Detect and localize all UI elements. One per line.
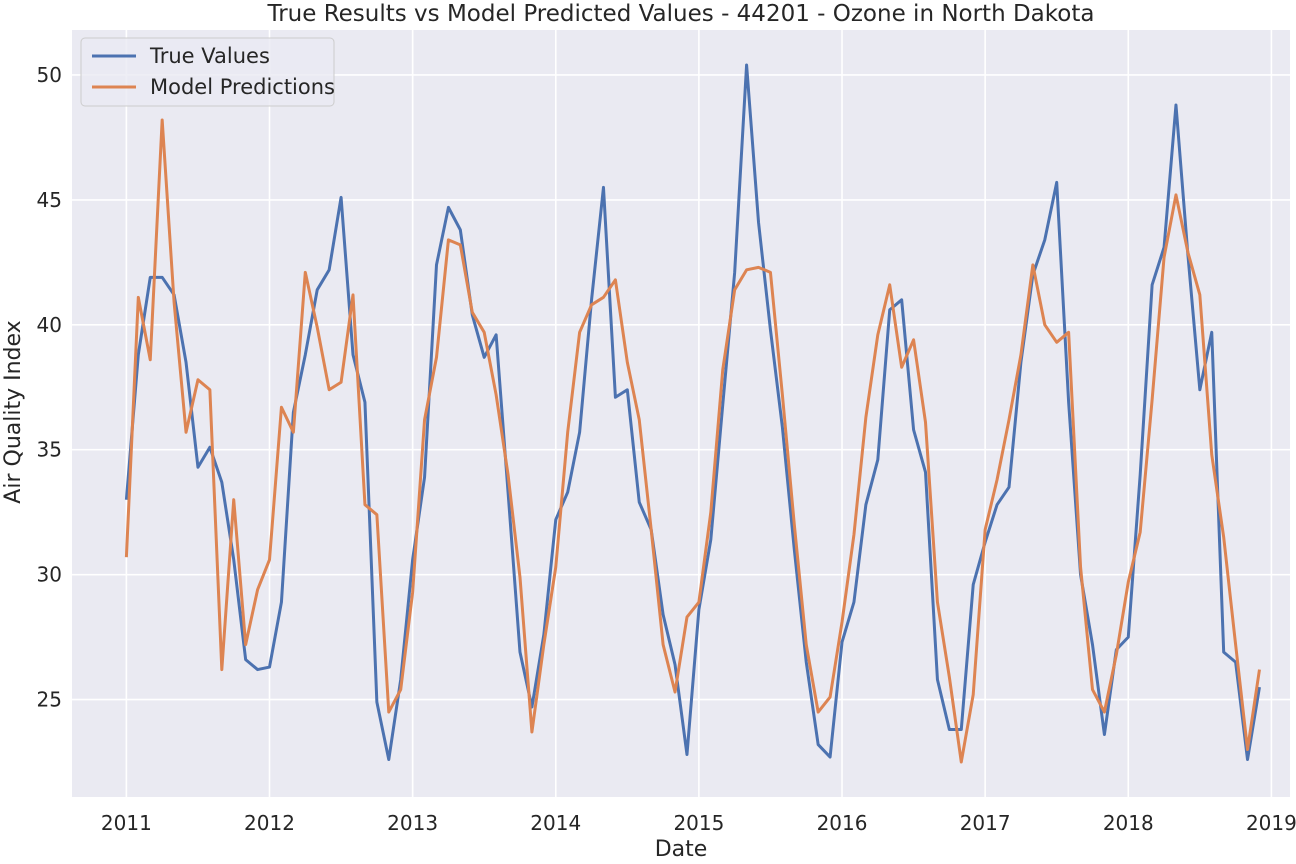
x-tick-label: 2012 (244, 811, 295, 835)
series-line-model-predictions (124, 118, 1261, 764)
x-tick-label: 2017 (960, 811, 1011, 835)
legend: True Values Model Predictions (80, 37, 335, 107)
y-tick-label: 30 (37, 563, 62, 587)
y-tick-label: 35 (37, 438, 62, 462)
x-tick-label: 2011 (101, 811, 152, 835)
y-tick-label: 25 (37, 688, 62, 712)
chart-title: True Results vs Model Predicted Values -… (267, 1, 1095, 27)
plot-area (72, 30, 1290, 797)
legend-label-true-values: True Values (149, 44, 270, 68)
y-tick-label: 45 (37, 188, 62, 212)
series-line-true-values (124, 63, 1261, 762)
x-tick-label: 2016 (817, 811, 868, 835)
legend-label-model-predictions: Model Predictions (150, 75, 335, 99)
y-tick-label: 50 (37, 63, 62, 87)
y-axis-label: Air Quality Index (1, 320, 26, 503)
y-tick-label: 40 (37, 313, 62, 337)
legend-box (80, 37, 335, 107)
series-lines (124, 63, 1261, 764)
x-tick-label: 2014 (530, 811, 581, 835)
x-tick-label: 2015 (673, 811, 724, 835)
x-tick-label: 2019 (1246, 811, 1296, 835)
x-tick-label: 2018 (1103, 811, 1154, 835)
x-axis-label: Date (655, 837, 708, 862)
x-tick-label: 2013 (387, 811, 438, 835)
tick-labels: 2011 2012 2013 2014 2015 2016 2017 2018 2019 25 30… (37, 63, 1296, 835)
